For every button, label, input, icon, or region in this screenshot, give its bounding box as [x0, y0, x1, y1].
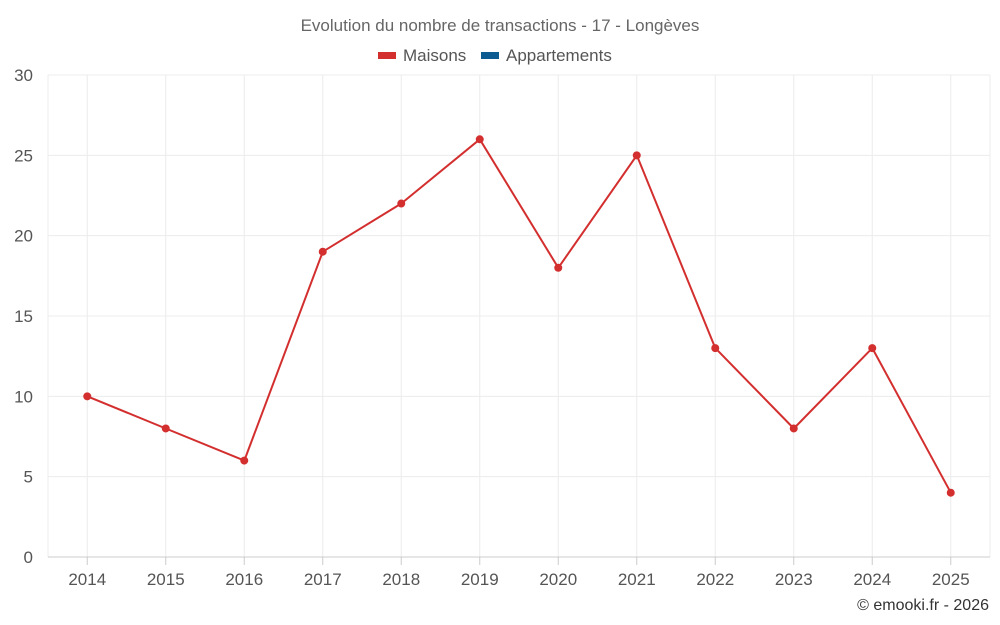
data-point-maisons[interactable]: [475, 135, 484, 144]
x-tick-label: 2025: [932, 570, 970, 589]
data-point-maisons[interactable]: [946, 488, 955, 497]
data-point-maisons[interactable]: [161, 424, 170, 433]
series-layer: [83, 135, 955, 497]
x-tick-label: 2022: [696, 570, 734, 589]
x-tick-label: 2020: [539, 570, 577, 589]
x-tick-label: 2015: [147, 570, 185, 589]
data-point-maisons[interactable]: [240, 456, 249, 465]
data-point-maisons[interactable]: [632, 151, 641, 160]
series-line-maisons: [86, 138, 952, 494]
legend-swatch-maisons: [378, 52, 396, 59]
y-tick-label: 15: [14, 307, 33, 326]
legend-swatch-appartements: [481, 52, 499, 59]
y-tick-label: 30: [14, 66, 33, 85]
legend-label-maisons: Maisons: [403, 46, 466, 65]
y-tick-label: 20: [14, 227, 33, 246]
x-tick-label: 2014: [68, 570, 106, 589]
legend-item-maisons[interactable]: Maisons: [378, 46, 466, 65]
x-tick-label: 2023: [775, 570, 813, 589]
y-tick-label: 5: [24, 468, 33, 487]
y-tick-label: 25: [14, 146, 33, 165]
chart-title: Evolution du nombre de transactions - 17…: [301, 16, 700, 35]
x-tick-label: 2017: [304, 570, 342, 589]
data-point-maisons[interactable]: [711, 344, 720, 353]
credit-text: © emooki.fr - 2026: [857, 597, 989, 614]
data-point-maisons[interactable]: [554, 263, 563, 272]
legend-label-appartements: Appartements: [506, 46, 612, 65]
legend: Maisons Appartements: [378, 46, 612, 65]
x-tick-label: 2018: [382, 570, 420, 589]
x-tick-label: 2024: [853, 570, 891, 589]
grid: [47, 74, 991, 557]
y-tick-label: 10: [14, 387, 33, 406]
data-point-maisons[interactable]: [397, 199, 406, 208]
x-tick-label: 2021: [618, 570, 656, 589]
data-point-maisons[interactable]: [868, 344, 877, 353]
data-point-maisons[interactable]: [83, 392, 92, 401]
legend-item-appartements[interactable]: Appartements: [481, 46, 612, 65]
y-tick-label: 0: [24, 548, 33, 567]
x-tick-label: 2016: [225, 570, 263, 589]
data-point-maisons[interactable]: [789, 424, 798, 433]
x-tick-label: 2019: [461, 570, 499, 589]
data-point-maisons[interactable]: [318, 247, 327, 256]
